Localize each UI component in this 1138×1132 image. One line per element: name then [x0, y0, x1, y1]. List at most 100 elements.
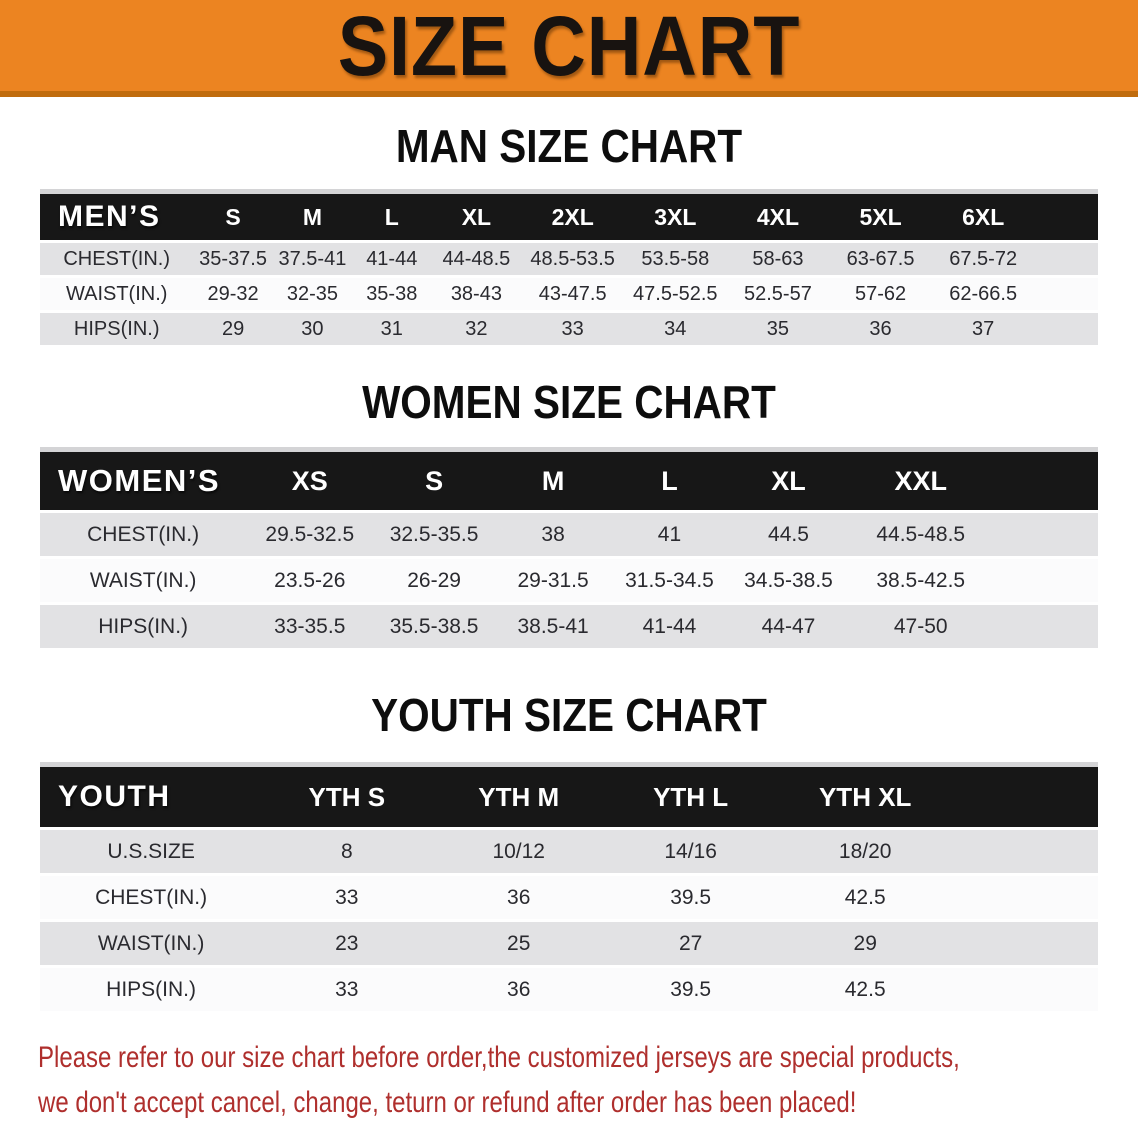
size-column-header: M	[494, 452, 612, 510]
measurement-cell: 62-66.5	[931, 275, 1035, 310]
size-column-header: 3XL	[623, 194, 727, 240]
size-column-header: M	[272, 194, 353, 240]
men-size-chart-section: MAN SIZE CHART MEN’S S M L XL 2XL 3XL 4XL 5XL 6XL…	[0, 123, 1138, 345]
measurement-cell: 25	[431, 919, 606, 965]
measurement-cell: 37	[931, 310, 1035, 345]
youth-section-heading: YOUTH SIZE CHART	[371, 689, 767, 741]
filler-cell	[992, 452, 1098, 510]
measurement-cell: 58-63	[726, 240, 830, 275]
measurement-cell: 18/20	[775, 827, 956, 873]
row-label-cell: HIPS(IN.)	[40, 310, 194, 345]
row-label-cell: HIPS(IN.)	[40, 965, 263, 1011]
measurement-cell: 8	[262, 827, 432, 873]
disclaimer-note: Please refer to our size chart before or…	[0, 1035, 1138, 1125]
table-row: CHEST(IN.) 35-37.5 37.5-41 41-44 44-48.5 48.5…	[40, 240, 1098, 275]
table-row: CHEST(IN.) 29.5-32.5 32.5-35.5 38 41 44.5 44.5…	[40, 510, 1098, 556]
filler-cell	[955, 873, 1098, 919]
table-group-label: MEN’S	[40, 194, 194, 240]
measurement-cell: 44-48.5	[431, 240, 522, 275]
measurement-cell: 31.5-34.5	[611, 556, 728, 602]
table-row: WAIST(IN.) 29-32 32-35 35-38 38-43 43-47.5 47.…	[40, 275, 1098, 310]
men-section-heading: MAN SIZE CHART	[395, 120, 743, 172]
table-group-label: WOMEN’S	[40, 452, 247, 510]
measurement-cell: 26-29	[373, 556, 495, 602]
measurement-cell: 29	[775, 919, 956, 965]
size-column-header: L	[611, 452, 728, 510]
measurement-cell: 41-44	[352, 240, 432, 275]
filler-cell	[992, 510, 1098, 556]
filler-cell	[955, 919, 1098, 965]
men-table-body: CHEST(IN.) 35-37.5 37.5-41 41-44 44-48.5 48.5…	[40, 240, 1098, 345]
measurement-cell: 35-38	[352, 275, 432, 310]
page-title: SIZE CHART	[337, 0, 801, 93]
measurement-cell: 33	[521, 310, 624, 345]
table-row: HIPS(IN.) 33-35.5 35.5-38.5 38.5-41 41-44 44-…	[40, 602, 1098, 648]
measurement-cell: 63-67.5	[829, 240, 932, 275]
row-label-cell: WAIST(IN.)	[40, 275, 194, 310]
measurement-cell: 27	[606, 919, 776, 965]
filler-cell	[992, 602, 1098, 648]
measurement-cell: 43-47.5	[521, 275, 624, 310]
table-row: CHEST(IN.) 33 36 39.5 42.5	[40, 873, 1098, 919]
measurement-cell: 38.5-41	[494, 602, 612, 648]
row-label-cell: WAIST(IN.)	[40, 919, 263, 965]
measurement-cell: 47.5-52.5	[623, 275, 727, 310]
measurement-cell: 23	[262, 919, 432, 965]
size-column-header: 6XL	[931, 194, 1035, 240]
measurement-cell: 37.5-41	[272, 240, 353, 275]
measurement-cell: 32	[431, 310, 522, 345]
measurement-cell: 14/16	[606, 827, 776, 873]
measurement-cell: 48.5-53.5	[521, 240, 624, 275]
youth-table-body: U.S.SIZE 8 10/12 14/16 18/20 CHEST(IN.) 33 36 39…	[40, 827, 1098, 1011]
measurement-cell: 47-50	[849, 602, 993, 648]
measurement-cell: 53.5-58	[623, 240, 727, 275]
header-row: WOMEN’S XS S M L XL XXL	[40, 452, 1098, 510]
measurement-cell: 36	[829, 310, 932, 345]
measurement-cell: 38.5-42.5	[849, 556, 993, 602]
filler-cell	[1034, 194, 1098, 240]
youth-size-table: YOUTH YTH S YTH M YTH L YTH XL U.S.SIZE 8 10/1…	[40, 762, 1098, 1011]
measurement-cell: 67.5-72	[931, 240, 1035, 275]
size-column-header: XL	[727, 452, 850, 510]
measurement-cell: 42.5	[775, 965, 956, 1011]
measurement-cell: 35.5-38.5	[373, 602, 495, 648]
table-row: WAIST(IN.) 23.5-26 26-29 29-31.5 31.5-34.5 34…	[40, 556, 1098, 602]
measurement-cell: 42.5	[775, 873, 956, 919]
measurement-cell: 36	[431, 965, 606, 1011]
measurement-cell: 29-32	[193, 275, 273, 310]
measurement-cell: 31	[352, 310, 432, 345]
size-column-header: XXL	[849, 452, 993, 510]
measurement-cell: 39.5	[606, 965, 776, 1011]
size-column-header: 2XL	[521, 194, 624, 240]
measurement-cell: 29.5-32.5	[246, 510, 374, 556]
youth-size-chart-section: YOUTH SIZE CHART YOUTH YTH S YTH M YTH L YTH…	[0, 692, 1138, 1011]
table-row: WAIST(IN.) 23 25 27 29	[40, 919, 1098, 965]
measurement-cell: 44.5-48.5	[849, 510, 993, 556]
row-label-cell: CHEST(IN.)	[40, 510, 247, 556]
disclaimer-line-1: Please refer to our size chart before or…	[38, 1041, 960, 1074]
measurement-cell: 34.5-38.5	[727, 556, 850, 602]
measurement-cell: 38-43	[431, 275, 522, 310]
measurement-cell: 36	[431, 873, 606, 919]
size-column-header: L	[352, 194, 432, 240]
measurement-cell: 39.5	[606, 873, 776, 919]
disclaimer-line-2: we don't accept cancel, change, teturn o…	[38, 1086, 857, 1119]
women-table-header: WOMEN’S XS S M L XL XXL	[40, 452, 1098, 510]
measurement-cell: 41-44	[611, 602, 728, 648]
measurement-cell: 33	[262, 873, 432, 919]
measurement-cell: 10/12	[431, 827, 606, 873]
measurement-cell: 23.5-26	[246, 556, 374, 602]
measurement-cell: 44.5	[727, 510, 850, 556]
size-column-header: YTH L	[606, 767, 776, 827]
header-row: MEN’S S M L XL 2XL 3XL 4XL 5XL 6XL	[40, 194, 1098, 240]
size-column-header: 5XL	[829, 194, 932, 240]
table-row: HIPS(IN.) 33 36 39.5 42.5	[40, 965, 1098, 1011]
men-table-header: MEN’S S M L XL 2XL 3XL 4XL 5XL 6XL	[40, 194, 1098, 240]
measurement-cell: 38	[494, 510, 612, 556]
measurement-cell: 29-31.5	[494, 556, 612, 602]
banner: SIZE CHART	[0, 0, 1138, 97]
measurement-cell: 30	[272, 310, 353, 345]
row-label-cell: U.S.SIZE	[40, 827, 263, 873]
measurement-cell: 52.5-57	[726, 275, 830, 310]
